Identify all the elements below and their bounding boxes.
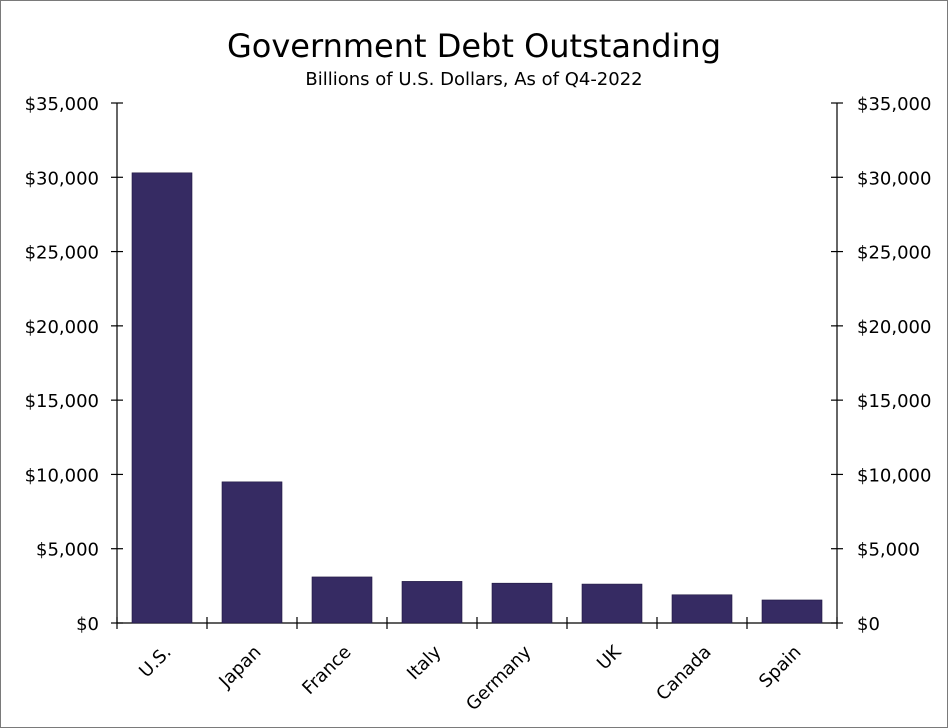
y-tick-label-right: $35,000 <box>857 94 931 115</box>
y-tick-label-right: $10,000 <box>857 465 931 486</box>
y-tick-labels: $0 $0 $5,000 $5,000 $10,000 $10,000 $15,000 $15… <box>25 94 932 635</box>
y-tick-label-left: $5,000 <box>36 540 99 561</box>
y-tick-label-right: $25,000 <box>857 243 931 264</box>
bar <box>671 594 733 624</box>
x-tick-label: U.S. <box>135 642 175 682</box>
y-tick-label-left: $0 <box>76 614 99 635</box>
bar <box>761 599 823 624</box>
bars <box>131 172 823 624</box>
y-tick-label-left: $35,000 <box>25 94 99 115</box>
y-tick-label-right: $0 <box>857 614 880 635</box>
bar <box>581 583 643 624</box>
y-tick-label-right: $15,000 <box>857 391 931 412</box>
bar <box>401 581 463 624</box>
x-tick-label: UK <box>593 641 626 674</box>
chart-title: Government Debt Outstanding <box>227 27 721 65</box>
x-tick-label: Germany <box>462 641 536 715</box>
x-tick-labels: U.S. Japan France Italy Germany UK Canada Spain <box>135 641 805 715</box>
bar <box>221 481 283 624</box>
y-tick-label-left: $15,000 <box>25 391 99 412</box>
y-tick-label-left: $10,000 <box>25 465 99 486</box>
y-tick-label-right: $20,000 <box>857 317 931 338</box>
bar <box>131 172 193 624</box>
chart-subtitle: Billions of U.S. Dollars, As of Q4-2022 <box>305 69 642 90</box>
x-tick-label: Spain <box>755 642 805 692</box>
bar <box>311 576 373 624</box>
y-tick-label-left: $20,000 <box>25 317 99 338</box>
x-tick-label: Italy <box>403 641 446 684</box>
x-tick-label: France <box>298 642 355 699</box>
y-tick-label-right: $30,000 <box>857 168 931 189</box>
axes <box>111 102 843 629</box>
y-tick-label-right: $5,000 <box>857 540 920 561</box>
x-tick-label: Japan <box>214 642 265 693</box>
bar <box>491 582 553 624</box>
x-tick-label: Canada <box>652 642 715 705</box>
y-tick-label-left: $30,000 <box>25 168 99 189</box>
y-tick-label-left: $25,000 <box>25 243 99 264</box>
